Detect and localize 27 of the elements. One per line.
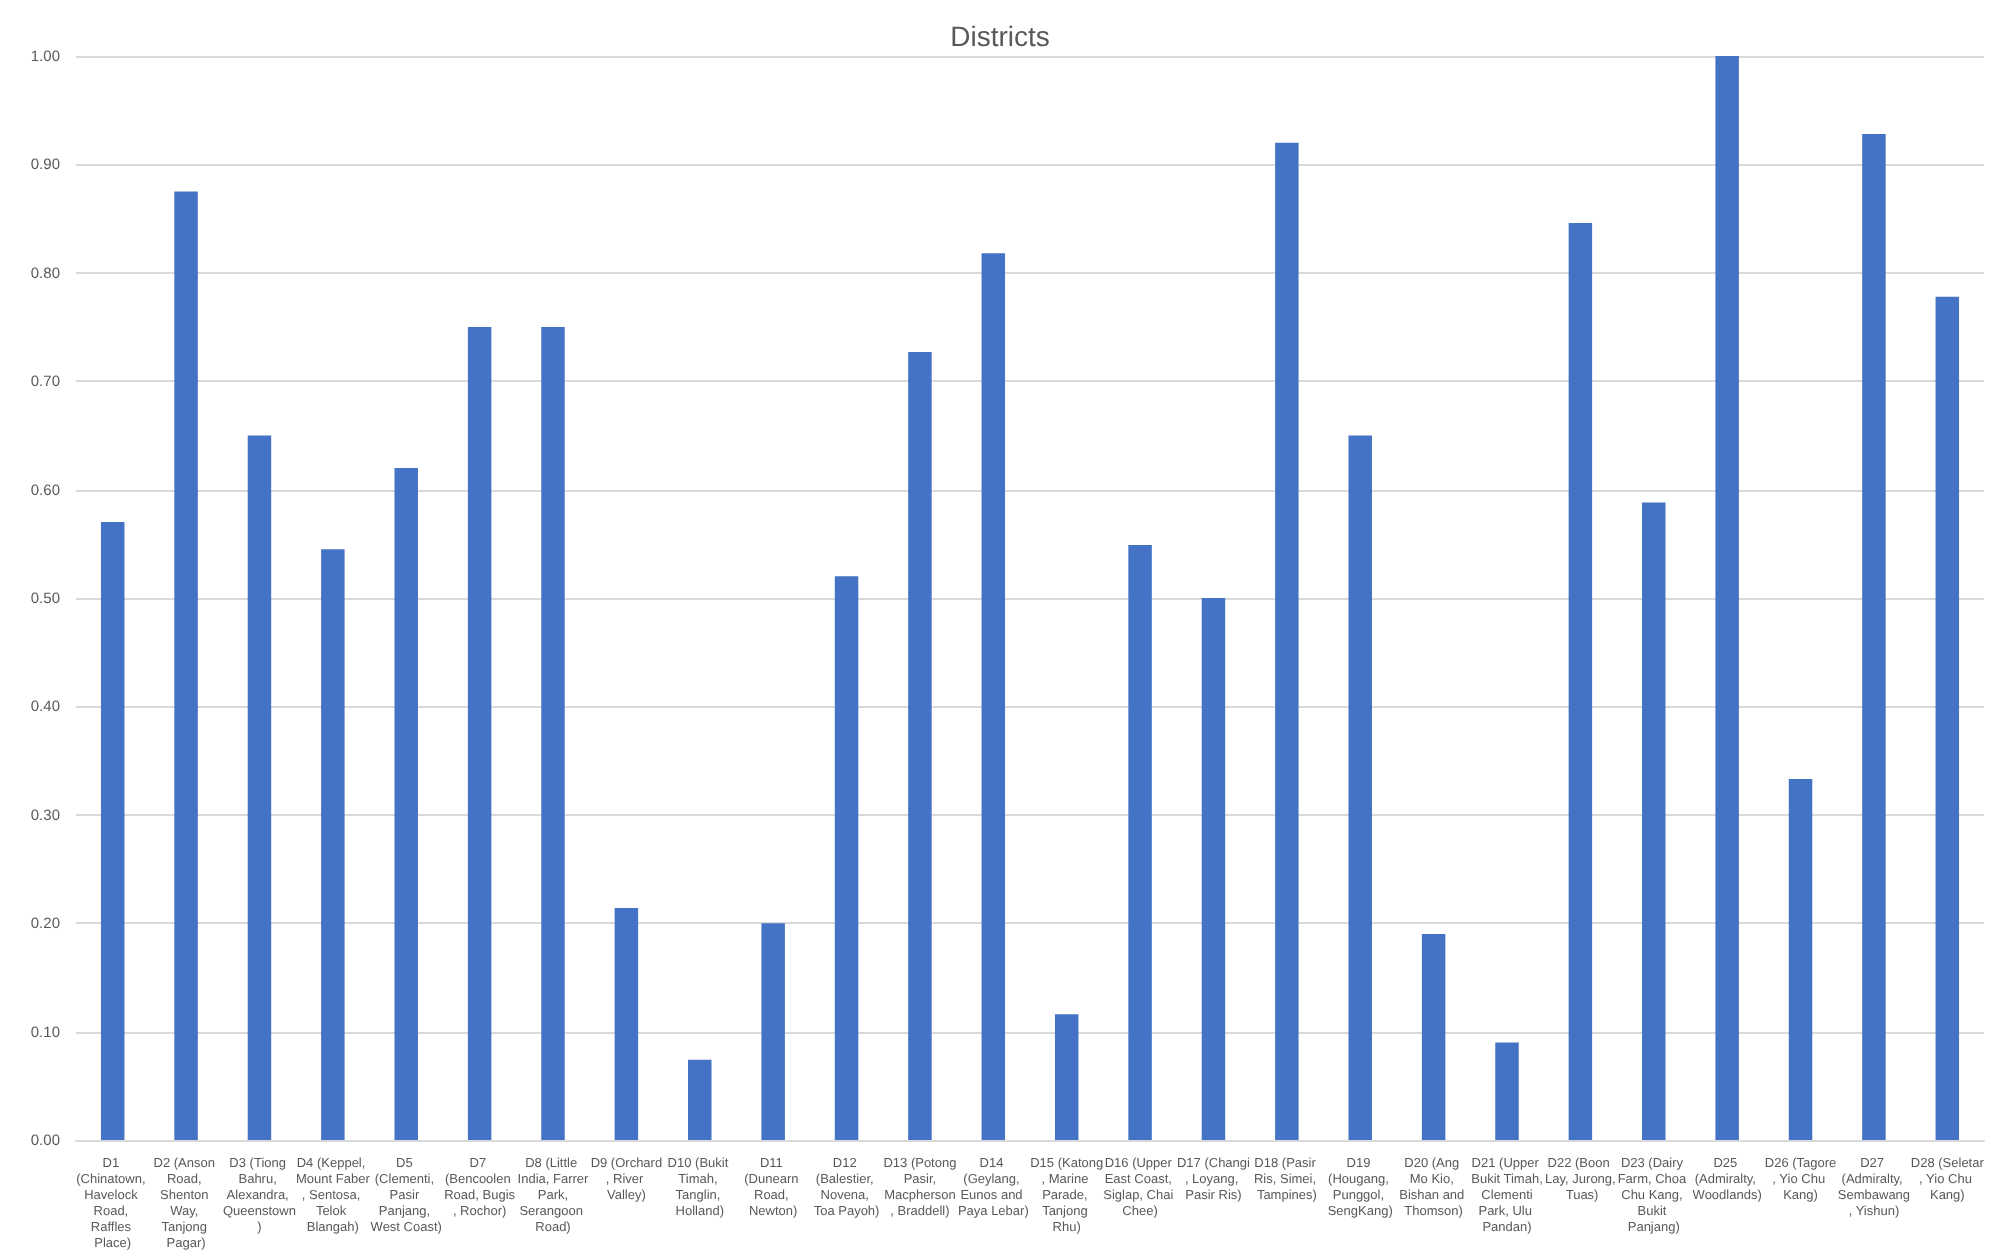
bar [1128, 544, 1152, 1140]
bar [761, 923, 785, 1140]
bar [1862, 134, 1886, 1140]
bar [541, 327, 565, 1140]
bar [1421, 934, 1446, 1140]
bar [1935, 296, 1960, 1140]
chart-title: Districts [950, 20, 1050, 52]
bar [1348, 435, 1372, 1140]
bar [614, 908, 639, 1140]
bar [174, 191, 198, 1140]
bar [688, 1059, 712, 1140]
bar [467, 327, 492, 1140]
bar [1495, 1042, 1519, 1140]
bar [1201, 598, 1226, 1140]
bar [247, 435, 272, 1140]
bar [100, 522, 125, 1140]
bar [321, 549, 345, 1140]
bar [394, 467, 418, 1140]
bar [1054, 1014, 1079, 1140]
bar [1642, 502, 1666, 1140]
bar [1568, 222, 1593, 1140]
bar [1788, 779, 1813, 1140]
bar [908, 351, 932, 1140]
bar [1715, 56, 1739, 1140]
bar [834, 576, 859, 1140]
bar [981, 253, 1006, 1140]
bar [1275, 142, 1299, 1140]
